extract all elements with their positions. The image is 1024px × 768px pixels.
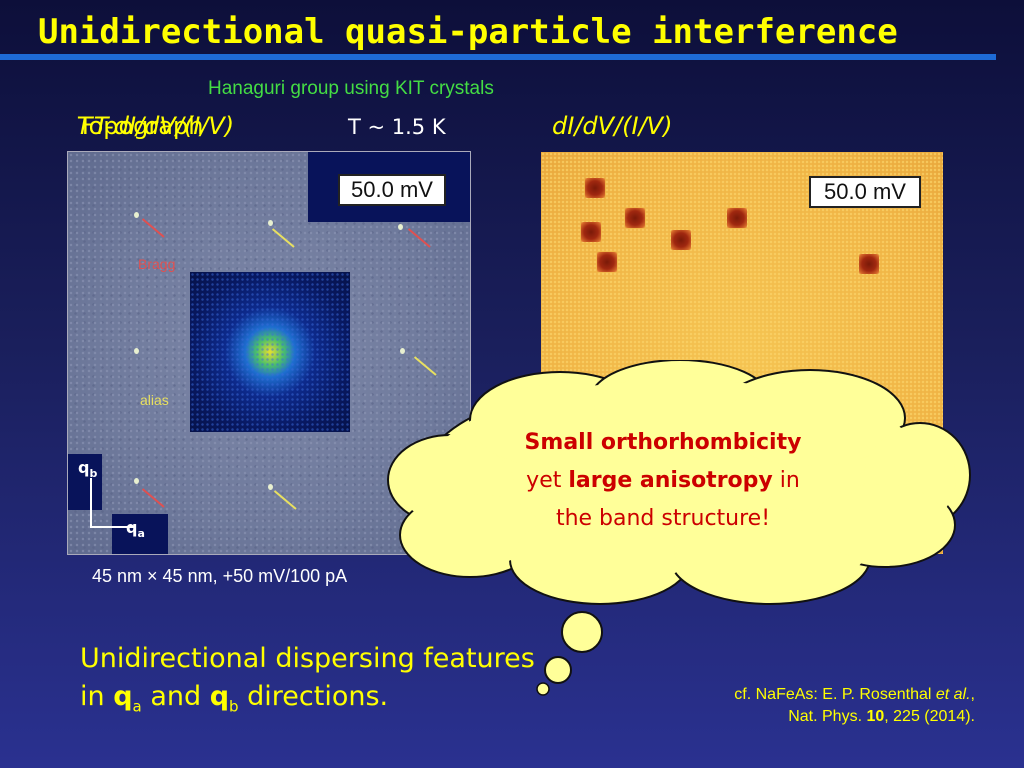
- image-caption: 45 nm × 45 nm, +50 mV/100 pA: [92, 566, 348, 586]
- energy-badge: 50.0 mV: [338, 174, 446, 206]
- slide-subtitle: Hanaguri group using KIT crystals: [208, 78, 494, 99]
- bragg-spot: [400, 348, 405, 354]
- ft-label: FT-dI/dV/(I/V): [80, 112, 235, 140]
- reference-citation: cf. NaFeAs: E. P. Rosenthal et al., Nat.…: [734, 686, 975, 725]
- impurity-spot: [671, 230, 691, 250]
- bragg-spot: [134, 348, 139, 354]
- fft-inset-image: [190, 272, 350, 432]
- thought-cloud: [387, 360, 971, 684]
- fft-topograph-image: Bragg alias 50.0 mV qb qa: [67, 151, 471, 555]
- impurity-spot: [585, 178, 605, 198]
- alias-annotation: alias: [140, 392, 169, 408]
- thought-bubble: [544, 656, 572, 684]
- slide-title: Unidirectional quasi-particle interferen…: [38, 12, 898, 52]
- conclusion-text: Unidirectional dispersing features in qa…: [80, 643, 535, 716]
- axis-a-label: qa: [126, 518, 145, 541]
- momentum-axes: qb qa: [68, 454, 168, 554]
- energy-badge: 50.0 mV: [809, 176, 921, 208]
- callout-text: Small orthorhombicity yet large anisotro…: [524, 430, 802, 531]
- energy-badge-backdrop: 50.0 mV: [308, 152, 470, 222]
- axis-b-label: qb: [78, 458, 98, 481]
- axis-backdrop: [68, 454, 102, 510]
- bragg-spot: [134, 478, 139, 484]
- impurity-spot: [625, 208, 645, 228]
- topograph-label: Topograph: [78, 112, 204, 140]
- bragg-spot: [134, 212, 139, 218]
- axis-b-line: [90, 478, 92, 528]
- impurity-spot: [859, 254, 879, 274]
- title-underline: [0, 54, 996, 60]
- thought-bubble-small: [536, 682, 550, 696]
- axis-a-line: [90, 526, 136, 528]
- bragg-annotation: Bragg: [138, 256, 176, 272]
- impurity-spot: [727, 208, 747, 228]
- impurity-spot: [597, 252, 617, 272]
- didv-label: dI/dV/(I/V): [552, 112, 673, 140]
- bragg-spot: [268, 220, 273, 226]
- impurity-spot: [581, 222, 601, 242]
- axis-backdrop: [112, 514, 168, 554]
- thought-bubble: [561, 611, 603, 653]
- inset-texture: [190, 272, 350, 432]
- temperature-label: T ~ 1.5 K: [348, 115, 446, 139]
- bragg-spot: [398, 224, 403, 230]
- bragg-spot: [268, 484, 273, 490]
